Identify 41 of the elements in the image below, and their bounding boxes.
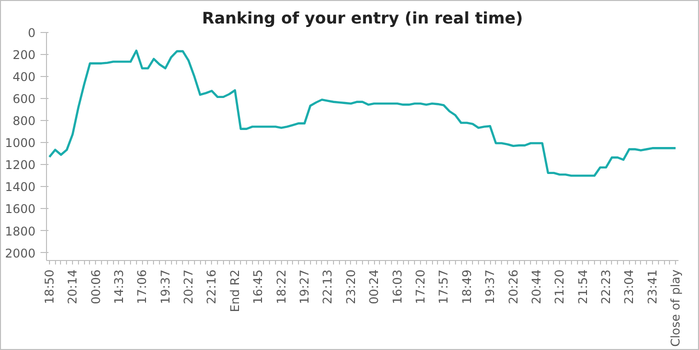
x-tick-label: 18:50 — [42, 269, 56, 304]
y-tick-label: 800 — [12, 114, 36, 128]
x-tick-label: 18:22 — [274, 269, 288, 304]
x-tick-label: 23:04 — [622, 269, 636, 304]
x-tick-label: Close of play — [668, 269, 683, 347]
x-tick-label: 22:13 — [320, 269, 335, 304]
x-tick-label: 20:44 — [529, 269, 544, 304]
x-tick-label: 23:20 — [344, 269, 358, 304]
x-tick-label: 17:06 — [135, 269, 150, 304]
x-tick-label: 17:57 — [436, 269, 451, 304]
x-tick-label: 18:49 — [460, 269, 474, 304]
y-tick-label: 1200 — [4, 158, 36, 172]
x-tick-label: 20:27 — [182, 269, 196, 304]
y-tick-label: 2000 — [4, 246, 36, 260]
line-series — [48, 50, 677, 177]
y-tick-label: 600 — [12, 92, 36, 106]
x-tick-label: 00:24 — [367, 269, 382, 304]
y-tick-label: 1000 — [4, 136, 36, 150]
x-tick-label: 00:06 — [88, 269, 103, 304]
x-tick-label: 22:16 — [204, 269, 219, 304]
y-tick-label: 400 — [12, 70, 36, 84]
x-tick-label: 23:41 — [645, 269, 660, 304]
chart-title: Ranking of your entry (in real time) — [202, 8, 523, 28]
x-tick-label: 19:37 — [483, 269, 498, 304]
x-tick-label: 16:03 — [390, 269, 404, 304]
y-tick-label: 1400 — [4, 180, 36, 194]
x-tick-label: End R2 — [228, 270, 242, 312]
x-tick-label: 16:45 — [251, 269, 266, 304]
x-tick-label: 22:23 — [599, 269, 614, 304]
x-tick-label: 14:33 — [112, 269, 126, 304]
x-tick-label: 19:37 — [158, 269, 172, 304]
y-tick-label: 0 — [28, 26, 36, 40]
x-tick-label: 19:27 — [298, 269, 312, 304]
y-tick-label: 1600 — [4, 202, 36, 216]
y-tick-label: 1800 — [4, 224, 36, 238]
x-tick-label: 21:20 — [552, 269, 567, 304]
x-tick-label: 20:14 — [66, 269, 80, 304]
x-tick-label: 21:54 — [576, 269, 590, 304]
y-tick-label: 200 — [12, 48, 36, 62]
x-tick-label: 20:26 — [506, 269, 520, 304]
x-tick-label: 17:20 — [413, 269, 428, 304]
